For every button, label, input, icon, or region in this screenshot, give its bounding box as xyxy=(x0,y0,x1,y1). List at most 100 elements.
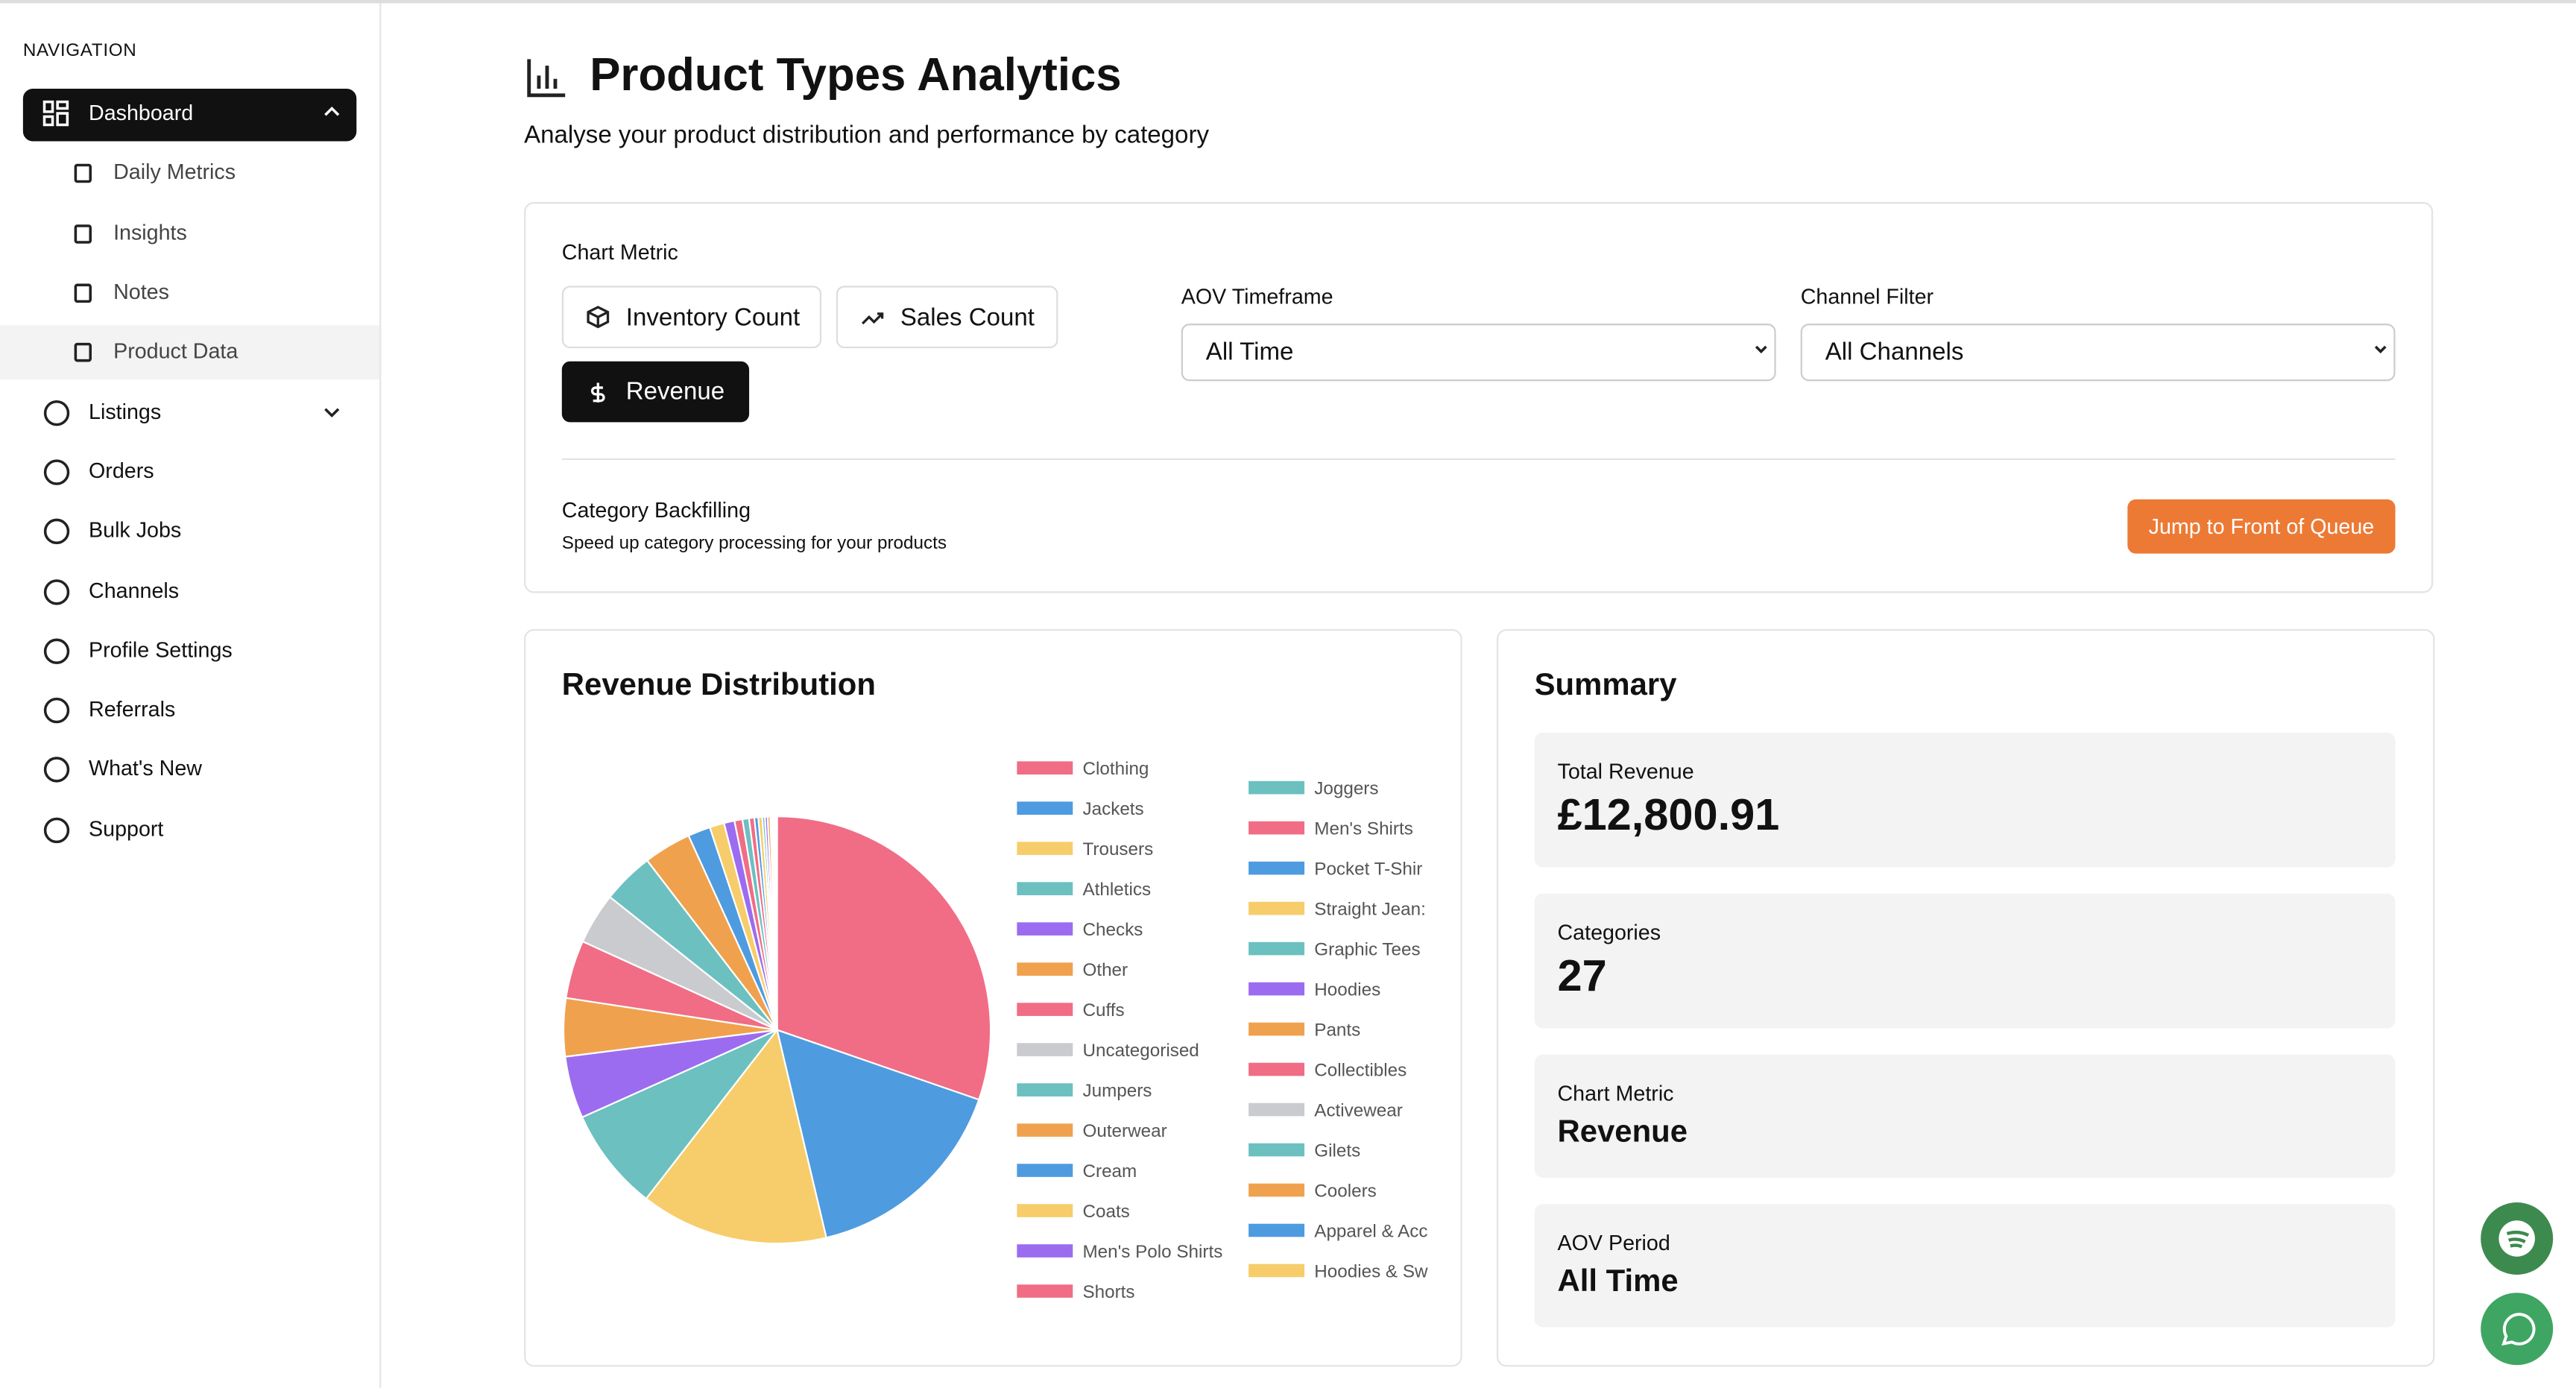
card-value: 27 xyxy=(1557,950,1607,1000)
nav-subitem[interactable]: Product Data xyxy=(113,338,239,363)
legend-label: Men's Polo Shirts xyxy=(1083,1242,1223,1262)
legend-swatch xyxy=(1248,1062,1305,1076)
page-title: Product Types Analytics xyxy=(590,49,1122,101)
summary-card xyxy=(1534,893,2396,1029)
nav-item[interactable]: Support xyxy=(89,816,164,842)
button-label: Revenue xyxy=(625,377,725,406)
legend-swatch xyxy=(1017,1204,1073,1217)
legend-label: Coats xyxy=(1083,1202,1130,1222)
divider xyxy=(561,458,2396,461)
legend-label: Jumpers xyxy=(1083,1081,1152,1101)
sidebar xyxy=(0,3,382,1388)
nav-icon xyxy=(43,757,70,783)
legend-swatch xyxy=(1017,842,1073,855)
legend-swatch xyxy=(1017,1244,1073,1258)
legend-label: Men's Shirts xyxy=(1314,818,1413,839)
legend-label: Clothing xyxy=(1083,759,1149,779)
nav-item[interactable]: Profile Settings xyxy=(89,637,233,663)
backfill-description: Speed up category processing for your pr… xyxy=(561,534,947,554)
nav-icon xyxy=(43,400,70,426)
aov-select[interactable]: All Time xyxy=(1181,324,1776,382)
icon xyxy=(861,312,884,325)
nav-subitem[interactable]: Insights xyxy=(113,220,187,245)
nav-item[interactable]: Bulk Jobs xyxy=(89,517,182,543)
metric-button[interactable]: Sales Count xyxy=(836,286,1058,349)
pie-slice xyxy=(581,1029,778,1200)
chevron[interactable] xyxy=(323,406,340,419)
icon xyxy=(590,382,605,402)
nav-icon xyxy=(74,224,92,244)
summary-card xyxy=(1534,1054,2396,1178)
legend-label: Checks xyxy=(1083,920,1143,940)
legend-swatch xyxy=(1017,922,1073,936)
legend-label: Gilets xyxy=(1314,1141,1360,1161)
nav-icon xyxy=(43,817,70,844)
legend-label: Coolers xyxy=(1314,1181,1377,1201)
nav-active[interactable] xyxy=(22,88,357,142)
nav-item[interactable]: What's New xyxy=(89,755,203,780)
queue-button[interactable]: Jump to Front of Queue xyxy=(2127,499,2396,554)
button-label: Inventory Count xyxy=(625,303,801,332)
chevron xyxy=(1755,345,1767,354)
card-value: All Time xyxy=(1557,1264,1679,1300)
pie-slice xyxy=(776,1028,980,1239)
spotify-button[interactable] xyxy=(2481,1202,2554,1275)
legend-swatch xyxy=(1248,821,1305,835)
nav-icon xyxy=(74,163,92,183)
whatsapp-button[interactable] xyxy=(2481,1293,2554,1366)
summary-title: Summary xyxy=(1534,668,1677,704)
legend-swatch xyxy=(1017,1164,1073,1177)
legend-label: Hoodies xyxy=(1314,980,1380,1000)
legend-swatch xyxy=(1248,941,1305,956)
nav-item[interactable]: Listings xyxy=(89,399,162,424)
card-label: Chart Metric xyxy=(1557,1080,1674,1106)
nav-icon xyxy=(43,579,70,605)
chevron xyxy=(324,106,340,116)
page-subtitle: Analyse your product distribution and pe… xyxy=(524,122,1210,150)
channel-select[interactable]: All Channels xyxy=(1800,324,2396,382)
legend-swatch xyxy=(1017,1043,1073,1056)
legend-swatch xyxy=(1017,1284,1073,1298)
nav-item[interactable]: Referrals xyxy=(89,696,176,722)
header-icon xyxy=(527,59,566,98)
nav-subitem[interactable]: Notes xyxy=(113,279,169,304)
nav-item[interactable]: Dashboard xyxy=(89,100,194,125)
legend-swatch xyxy=(1248,1223,1305,1237)
top-border xyxy=(0,0,2576,4)
legend-label: Hoodies & Sw xyxy=(1314,1261,1428,1281)
pie-chart: Clothing Jackets Trousers Athletics Checks Ot… xyxy=(562,759,1428,1302)
select-value: All Channels xyxy=(1825,338,1964,367)
legend-swatch xyxy=(1017,962,1073,976)
nav-icon xyxy=(43,518,70,545)
nav-item[interactable]: Orders xyxy=(89,458,154,483)
nav-icon xyxy=(43,697,70,724)
legend-label: Other xyxy=(1083,960,1128,980)
metric-button-active[interactable]: Revenue xyxy=(561,361,750,423)
nav-icon xyxy=(74,342,92,362)
icon xyxy=(42,100,69,127)
metric-button[interactable]: Inventory Count xyxy=(561,286,822,349)
legend-label: Cream xyxy=(1083,1161,1137,1182)
card-value: £12,800.91 xyxy=(1557,789,1780,840)
legend-label: Uncategorised xyxy=(1083,1041,1199,1061)
nav-heading: NAVIGATION xyxy=(22,41,137,61)
legend-swatch xyxy=(1248,901,1305,915)
nav-item[interactable]: Channels xyxy=(89,578,180,603)
label: Channel Filter xyxy=(1800,284,1934,309)
summary-card xyxy=(1534,1204,2396,1328)
backfill-title: Category Backfilling xyxy=(561,497,751,523)
legend-swatch xyxy=(1017,1083,1073,1097)
controls-panel xyxy=(524,202,2434,593)
legend-swatch xyxy=(1017,1123,1073,1137)
legend-label: Pocket T-Shir xyxy=(1314,859,1422,879)
legend-swatch xyxy=(1017,1003,1073,1016)
nav-highlight xyxy=(0,325,380,380)
legend-label: Apparel & Acc xyxy=(1314,1221,1427,1241)
legend-label: Straight Jean: xyxy=(1314,899,1426,919)
summary-card xyxy=(1534,732,2396,868)
label: Chart Metric xyxy=(561,239,678,265)
chevron xyxy=(2374,345,2387,354)
nav-subitem[interactable]: Daily Metrics xyxy=(113,159,236,184)
legend-label: Cuffs xyxy=(1083,1000,1125,1021)
